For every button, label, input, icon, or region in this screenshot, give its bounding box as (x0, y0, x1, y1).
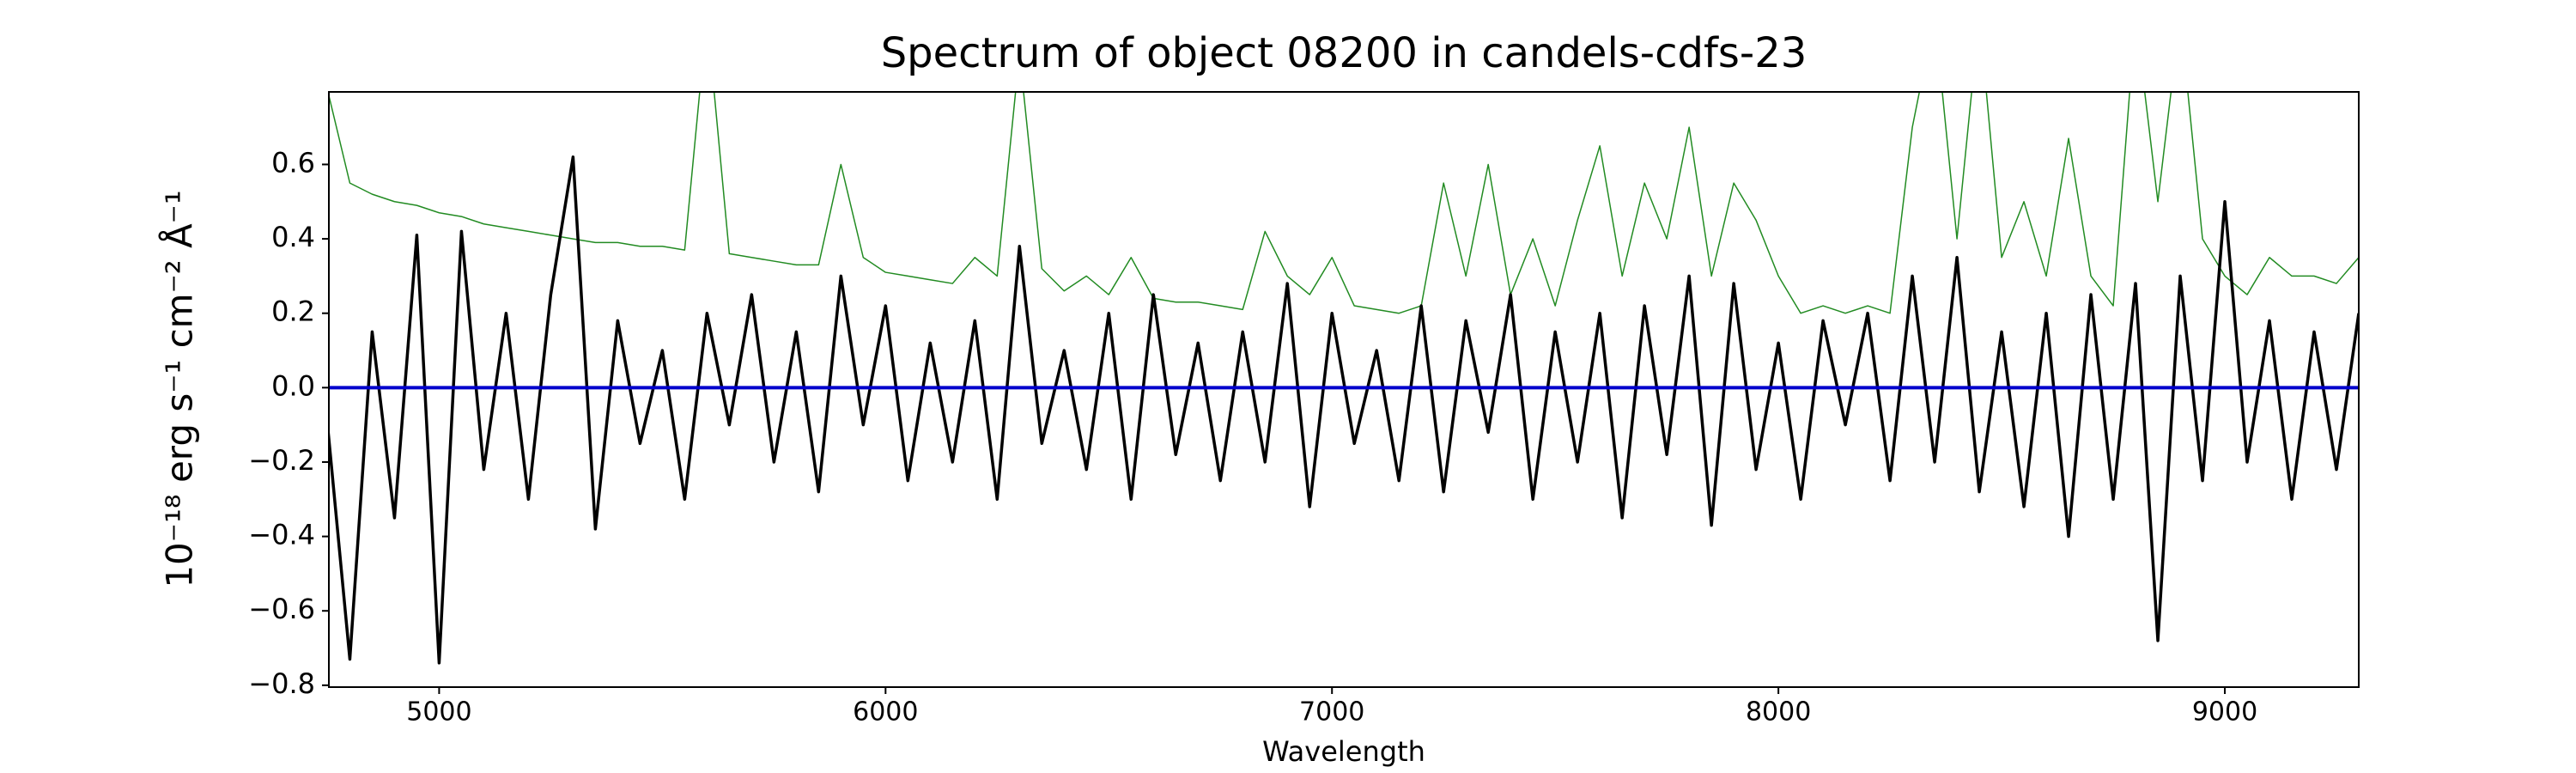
x-tick-label: 6000 (853, 697, 918, 727)
x-tick-label: 7000 (1299, 697, 1364, 727)
y-tick-label: 0.2 (271, 295, 315, 328)
y-tick-label: 0.6 (271, 146, 315, 179)
x-tick-label: 8000 (1746, 697, 1811, 727)
y-tick-label: −0.8 (248, 667, 315, 700)
chart-title: Spectrum of object 08200 in candels-cdfs… (881, 29, 1807, 77)
y-tick-label: −0.2 (248, 444, 315, 477)
y-axis-label: 10⁻¹⁸ erg s⁻¹ cm⁻² Å⁻¹ (158, 190, 201, 587)
y-tick-label: 0.4 (271, 221, 315, 253)
x-tick-label: 9000 (2192, 697, 2257, 727)
x-tick-label: 5000 (406, 697, 471, 727)
y-tick-label: −0.4 (248, 519, 315, 551)
y-tick-label: −0.6 (248, 593, 315, 625)
plot-frame (328, 91, 2360, 688)
spectrum-line (329, 155, 2359, 665)
spectrum-line (329, 92, 2359, 314)
plot-area (329, 92, 2359, 665)
axes: 5000 6000 7000 8000 9000 −0.8 −0.6 −0.4 −0.2 0.0 0… (248, 146, 2257, 727)
y-tick-label: 0.0 (271, 369, 315, 402)
x-axis-label: Wavelength (1262, 735, 1425, 768)
